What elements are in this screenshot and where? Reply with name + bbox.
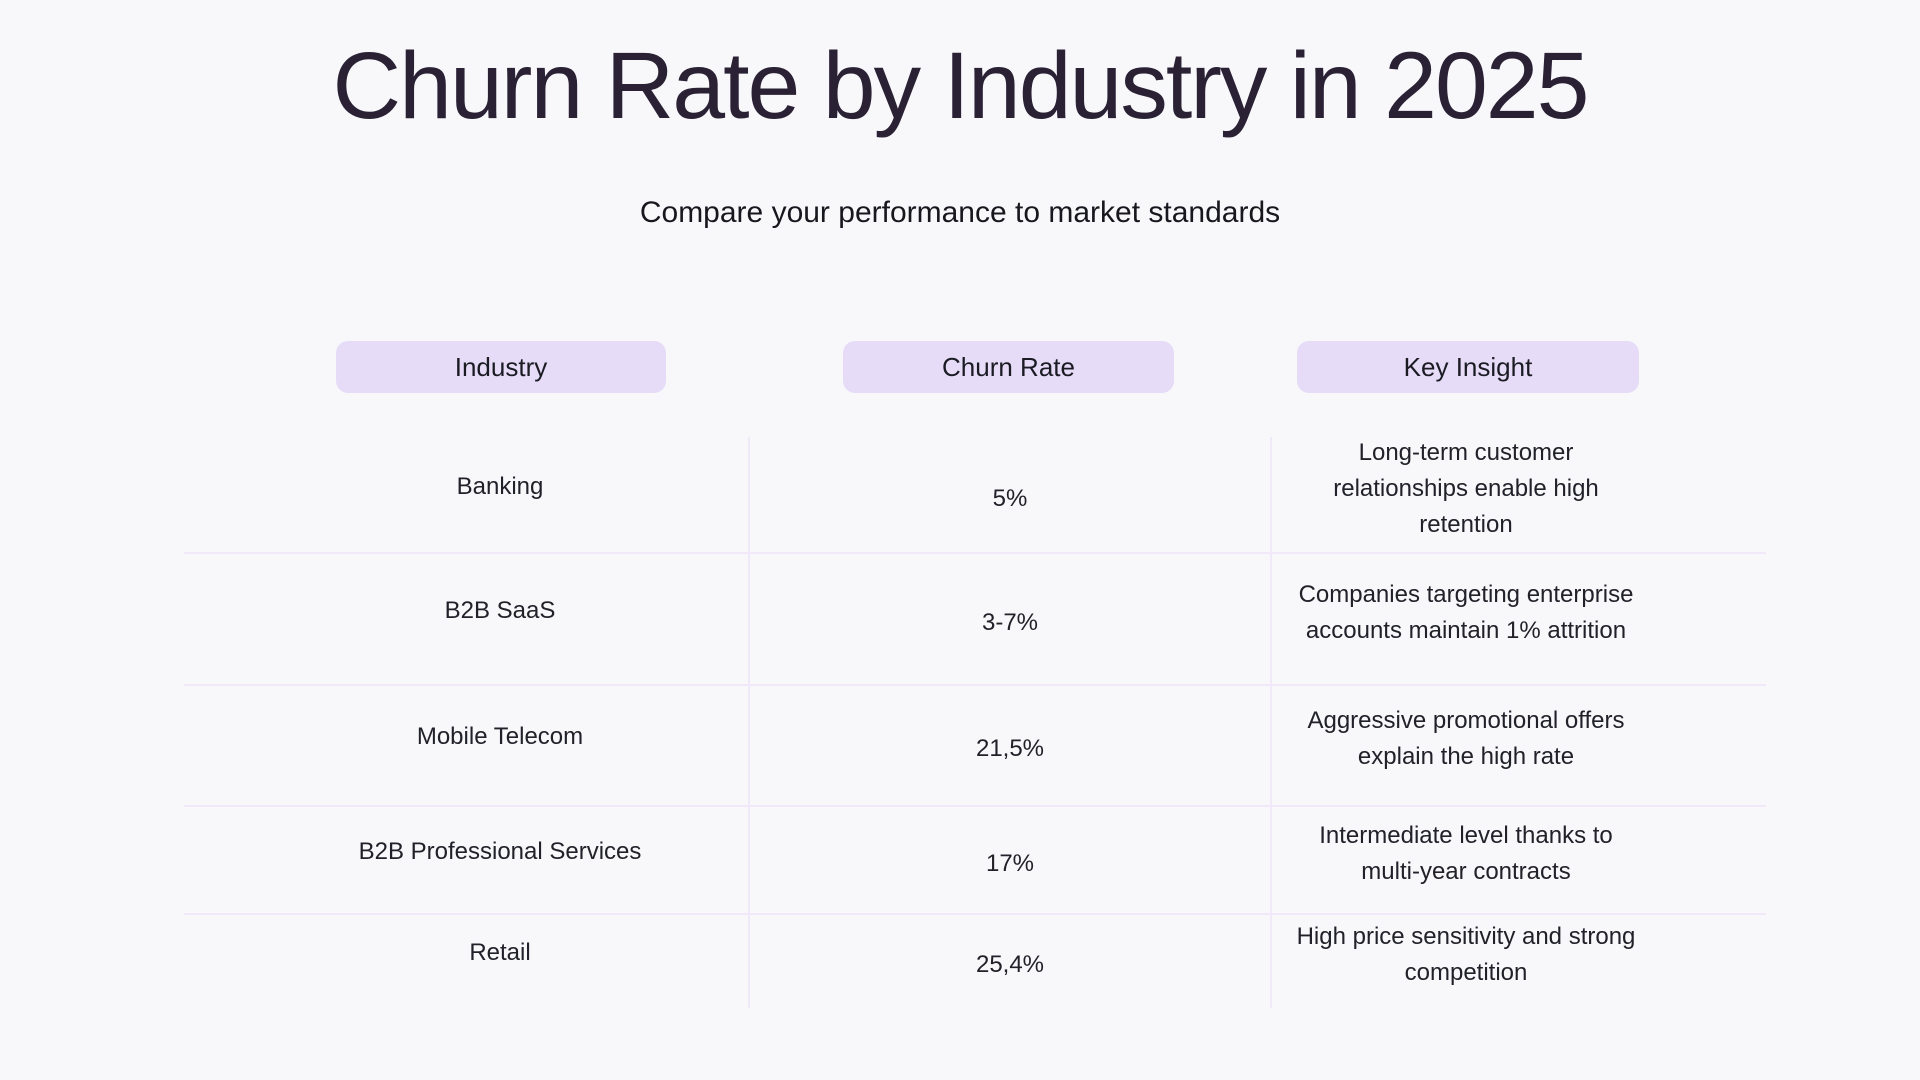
churn-rate-cell: 25,4% bbox=[975, 951, 1045, 978]
row-divider bbox=[184, 552, 1766, 554]
industry-cell: B2B SaaS bbox=[444, 597, 556, 624]
column-divider bbox=[1270, 437, 1272, 1008]
key-insight-cell: Long-term customer relationships enable … bbox=[1333, 439, 1599, 538]
row-divider bbox=[184, 684, 1766, 686]
column-header-industry: Industry bbox=[336, 341, 666, 393]
industry-cell: Banking bbox=[456, 473, 544, 500]
column-header-churn-rate: Churn Rate bbox=[843, 341, 1174, 393]
key-insight-cell: Intermediate level thanks to multi-year … bbox=[1319, 822, 1613, 885]
industry-cell: B2B Professional Services bbox=[358, 838, 642, 865]
key-insight-cell: Aggressive promotional offers explain th… bbox=[1307, 707, 1625, 770]
column-divider bbox=[748, 437, 750, 1008]
churn-rate-cell: 17% bbox=[985, 850, 1035, 877]
churn-rate-cell: 5% bbox=[992, 485, 1028, 512]
industry-cell: Mobile Telecom bbox=[416, 723, 584, 750]
column-header-key-insight: Key Insight bbox=[1297, 341, 1639, 393]
row-divider bbox=[184, 913, 1766, 915]
page-subtitle: Compare your performance to market stand… bbox=[639, 196, 1281, 229]
churn-rate-cell: 21,5% bbox=[975, 735, 1045, 762]
page-title: Churn Rate by Industry in 2025 bbox=[332, 33, 1590, 139]
churn-rate-cell: 3-7% bbox=[981, 609, 1039, 636]
key-insight-cell: Companies targeting enterprise accounts … bbox=[1298, 581, 1634, 644]
key-insight-cell: High price sensitivity and strong compet… bbox=[1296, 923, 1636, 986]
industry-cell: Retail bbox=[469, 939, 531, 966]
row-divider bbox=[184, 805, 1766, 807]
